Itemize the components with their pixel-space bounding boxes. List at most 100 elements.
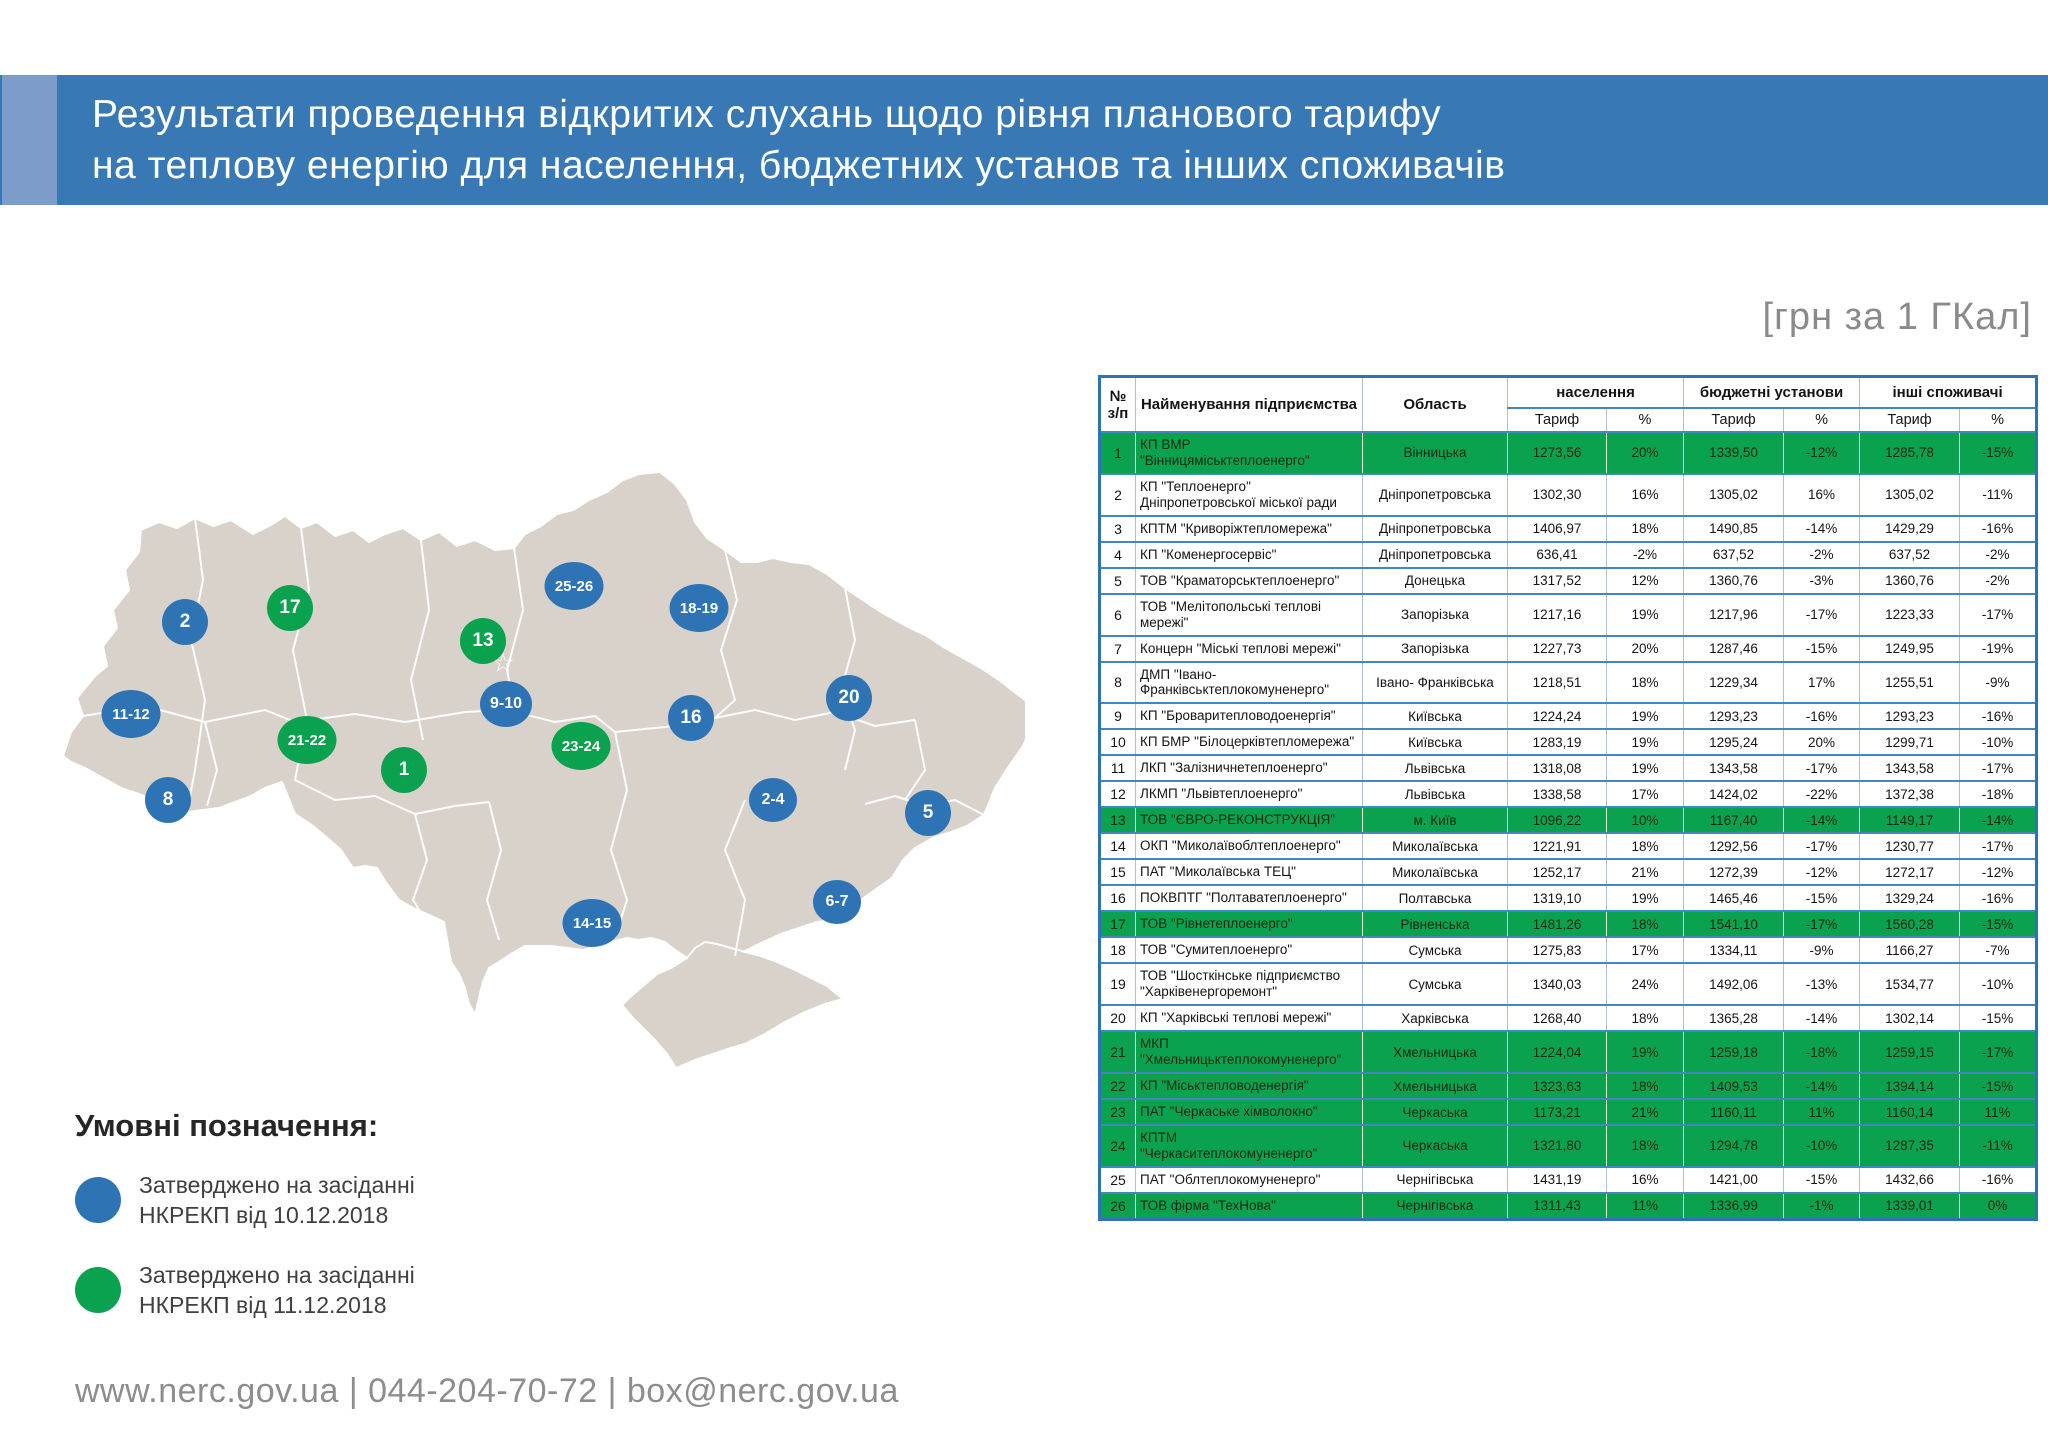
population-pct: 11% <box>1605 1192 1684 1220</box>
other-tariff: 1166,27 <box>1859 937 1960 964</box>
budget-pct: -15% <box>1783 1166 1860 1193</box>
region-name: Київська <box>1362 729 1508 756</box>
row-num: 1 <box>1114 444 1122 461</box>
budget-tariff: 1217,96 <box>1683 593 1784 636</box>
row-num: 7 <box>1114 640 1122 657</box>
enterprise-name: ПАТ "Миколаївська ТЕЦ" <box>1135 859 1363 886</box>
ukraine-mainland <box>62 471 1025 1016</box>
row-num: 9 <box>1114 708 1122 725</box>
row-num: 22 <box>1110 1078 1126 1095</box>
budget-pct: 20% <box>1783 729 1860 756</box>
budget-tariff: 1336,99 <box>1683 1192 1784 1220</box>
row-num: 23 <box>1110 1104 1126 1121</box>
population-pct: 18% <box>1605 911 1684 938</box>
enterprise-name: КПТМ "Черкаситеплокомуненерго" <box>1135 1125 1363 1167</box>
enterprise-name: КПТМ "Криворіжтепломережа" <box>1135 515 1363 542</box>
other-tariff: 1305,02 <box>1859 473 1960 516</box>
other-tariff: 1534,77 <box>1859 963 1960 1006</box>
other-tariff: 1293,23 <box>1859 703 1960 730</box>
population-tariff: 1252,17 <box>1507 859 1607 886</box>
population-pct: 10% <box>1605 807 1684 834</box>
table-row-14: 14 ОКП "Миколаївоблтеплоенерго" Миколаївсь… <box>1099 833 2037 860</box>
table-row-13: 13 ТОВ "ЄВРО-РЕКОНСТРУКЦІЯ" м. Київ 1096,22… <box>1099 807 2037 834</box>
population-tariff: 1338,58 <box>1507 781 1607 808</box>
budget-tariff: 1293,23 <box>1683 703 1784 730</box>
other-tariff: 1223,33 <box>1859 593 1960 636</box>
budget-pct: -14% <box>1783 515 1860 542</box>
population-tariff: 1275,83 <box>1507 937 1607 964</box>
footer-contacts: www.nerc.gov.ua | 044-204-70-72 | box@ne… <box>75 1372 899 1410</box>
table-row-2: 2 КП "Теплоенерго" Дніпропетровської місь… <box>1099 473 2037 516</box>
other-tariff: 1255,51 <box>1859 661 1960 704</box>
other-tariff: 1329,24 <box>1859 885 1960 912</box>
table-row-3: 3 КПТМ "Криворіжтепломережа" Дніпропетровс… <box>1099 515 2037 542</box>
budget-pct: 16% <box>1783 473 1860 516</box>
population-pct: 21% <box>1605 1099 1684 1126</box>
other-pct: -15% <box>1959 432 2037 474</box>
map-marker-17: 17 <box>267 585 313 631</box>
enterprise-name: КП "Харківські теплові мережі" <box>1135 1005 1363 1032</box>
budget-pct: -12% <box>1783 859 1860 886</box>
population-tariff: 1340,03 <box>1507 963 1607 1006</box>
legend-item-blue: Затверджено на засіданні НКРЕКП від 10.1… <box>75 1170 415 1230</box>
population-pct: 19% <box>1605 729 1684 756</box>
enterprise-name: КП "Теплоенерго" Дніпропетровської міськ… <box>1135 473 1363 516</box>
enterprise-name: ТОВ "Рівнетеплоенерго" <box>1135 911 1363 938</box>
map-marker-8: 8 <box>145 777 191 823</box>
table-row-23: 23 ПАТ "Черкаське хімволокно" Черкаська 117… <box>1099 1099 2037 1126</box>
map-marker-23-24: 23-24 <box>551 722 611 770</box>
subcol-tariff-1: Тариф <box>1507 407 1607 433</box>
other-tariff: 1230,77 <box>1859 833 1960 860</box>
population-pct: 20% <box>1605 635 1684 662</box>
other-pct: -10% <box>1959 729 2037 756</box>
population-pct: 19% <box>1605 755 1684 782</box>
row-num: 20 <box>1110 1010 1126 1027</box>
other-tariff: 1272,17 <box>1859 859 1960 886</box>
enterprise-name: ДМП "Івано-Франківськтеплокомуненерго" <box>1135 661 1363 704</box>
region-name: Запорізька <box>1362 593 1508 636</box>
budget-tariff: 1287,46 <box>1683 635 1784 662</box>
table-row-5: 5 ТОВ "Краматорськтеплоенерго" Донецька 131… <box>1099 567 2037 594</box>
subcol-pct-1: % <box>1605 407 1684 433</box>
region-name: Донецька <box>1362 567 1508 594</box>
page-title-line1: Результати проведення відкритих слухань … <box>92 93 1442 136</box>
budget-tariff: 1272,39 <box>1683 859 1784 886</box>
row-num: 3 <box>1114 520 1122 537</box>
budget-tariff: 1541,10 <box>1683 911 1784 938</box>
population-pct: 17% <box>1605 937 1684 964</box>
other-pct: -10% <box>1959 963 2037 1006</box>
budget-pct: -9% <box>1783 937 1860 964</box>
population-tariff: 1227,73 <box>1507 635 1607 662</box>
table-row-10: 10 КП БМР "Білоцерківтепломережа" Київська… <box>1099 729 2037 756</box>
other-tariff: 1149,17 <box>1859 807 1960 834</box>
region-name: м. Київ <box>1362 807 1508 834</box>
row-num: 18 <box>1110 942 1126 959</box>
enterprise-name: МКП "Хмельницьктеплокомуненерго" <box>1135 1031 1363 1074</box>
population-tariff: 1273,56 <box>1507 432 1607 474</box>
enterprise-name: ПАТ "Черкаське хімволокно" <box>1135 1099 1363 1126</box>
blue-circle-icon <box>75 1177 121 1223</box>
region-name: Чернігівська <box>1362 1192 1508 1220</box>
enterprise-name: КП "Броваритепловодоенергія" <box>1135 703 1363 730</box>
table-row-11: 11 ЛКП "Залізничнетеплоенерго" Львівська 13… <box>1099 755 2037 782</box>
table-row-25: 25 ПАТ "Облтеплокомуненерго" Чернігівська 1… <box>1099 1166 2037 1193</box>
enterprise-name: ОКП "Миколаївоблтеплоенерго" <box>1135 833 1363 860</box>
region-name: Полтавська <box>1362 885 1508 912</box>
subcol-pct-3: % <box>1959 407 2037 433</box>
enterprise-name: ПОКВПТГ "Полтаватеплоенерго" <box>1135 885 1363 912</box>
other-pct: -17% <box>1959 755 2037 782</box>
budget-tariff: 1294,78 <box>1683 1125 1784 1167</box>
tariff-table-wrap: № з/п Найменування підприємства Область … <box>1098 375 2039 1221</box>
map-marker-20: 20 <box>826 675 872 721</box>
population-tariff: 1218,51 <box>1507 661 1607 704</box>
ukraine-map: ☆ 2 17 25-26 18-19 13 9-10 11-12 21-22 23-24 16 20… <box>55 470 1025 1070</box>
budget-pct: -1% <box>1783 1192 1860 1220</box>
other-pct: -16% <box>1959 703 2037 730</box>
col-header-num: № з/п <box>1107 387 1129 422</box>
enterprise-name: КП "Коменергосервіс" <box>1135 541 1363 568</box>
row-num: 16 <box>1110 890 1126 907</box>
other-tariff: 1287,35 <box>1859 1125 1960 1167</box>
budget-pct: -15% <box>1783 885 1860 912</box>
row-num: 15 <box>1110 864 1126 881</box>
budget-pct: -17% <box>1783 833 1860 860</box>
